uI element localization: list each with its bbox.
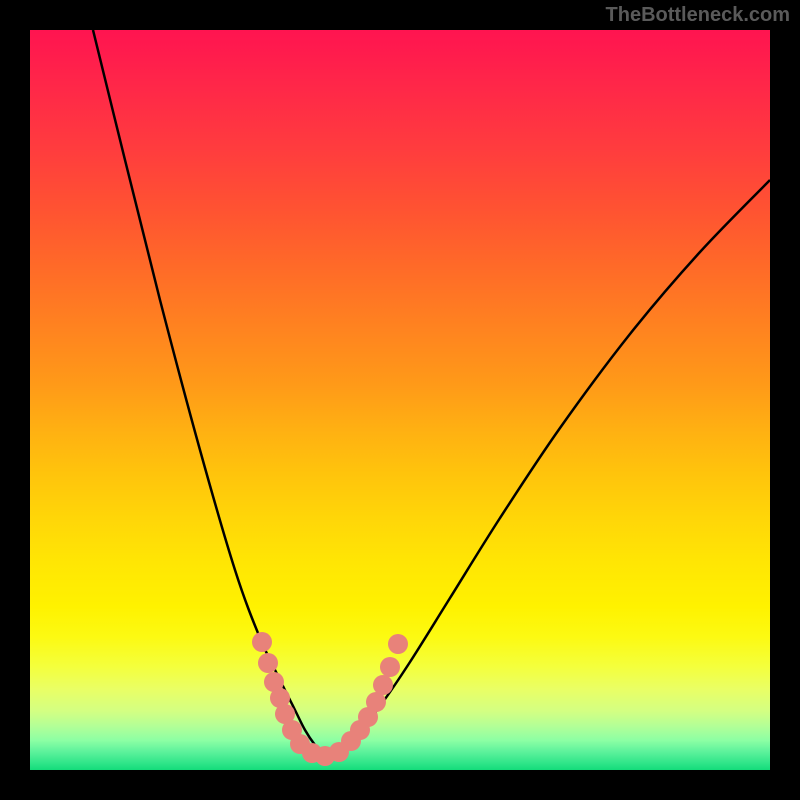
data-marker: [388, 634, 408, 654]
data-marker: [252, 632, 272, 652]
bottleneck-curve: [30, 30, 770, 770]
data-marker: [258, 653, 278, 673]
watermark-text: TheBottleneck.com: [606, 4, 790, 27]
data-marker: [366, 692, 386, 712]
data-marker: [373, 675, 393, 695]
data-marker: [380, 657, 400, 677]
plot-area: [30, 30, 770, 770]
